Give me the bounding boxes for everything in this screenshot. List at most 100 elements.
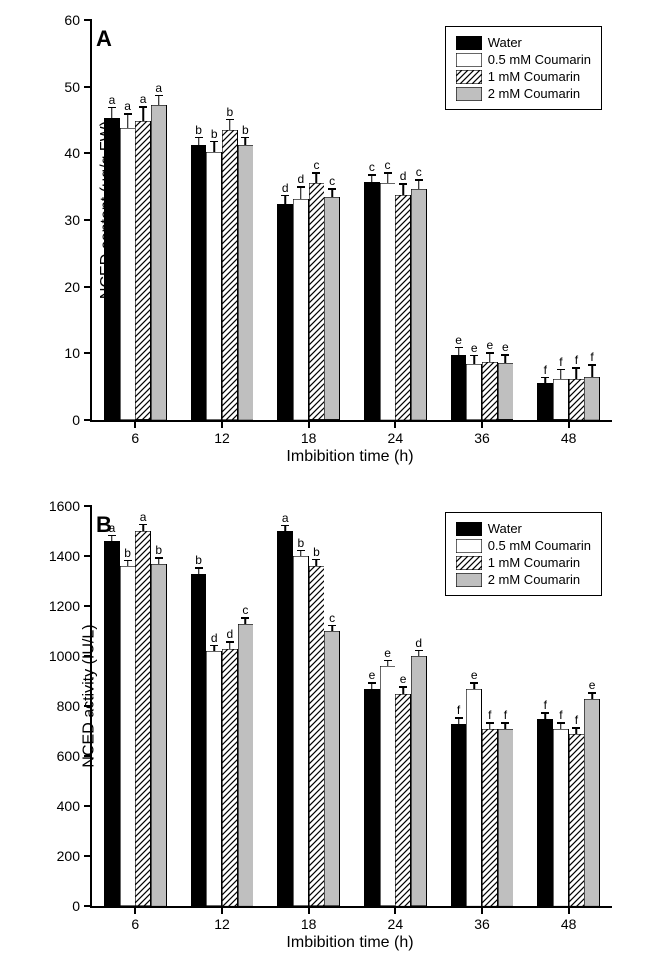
y-tick	[84, 705, 92, 707]
y-tick-label: 200	[57, 848, 80, 864]
bar	[498, 363, 514, 420]
y-tick	[84, 352, 92, 354]
bar	[584, 699, 600, 907]
legend-row: 0.5 mM Coumarin	[456, 538, 591, 553]
sig-label: c	[313, 158, 319, 172]
bar	[277, 204, 293, 420]
y-tick	[84, 505, 92, 507]
legend-row: Water	[456, 521, 591, 536]
error-bar	[489, 352, 491, 362]
bar	[380, 666, 396, 906]
sig-label: f	[504, 708, 507, 722]
sig-label: d	[400, 169, 407, 183]
error-bar	[111, 107, 113, 118]
sig-label: c	[329, 611, 335, 625]
error-cap	[297, 186, 305, 188]
x-tick-label: 24	[388, 916, 404, 932]
error-cap	[124, 560, 132, 562]
sig-label: b	[124, 546, 131, 560]
sig-label: f	[559, 355, 562, 369]
y-tick	[84, 219, 92, 221]
x-tick-label: 36	[474, 430, 490, 446]
bar	[309, 566, 325, 906]
y-tick-label: 1600	[49, 498, 80, 514]
legend-row: 1 mM Coumarin	[456, 69, 591, 84]
bar	[120, 566, 136, 906]
legend-label: 2 mM Coumarin	[488, 572, 580, 587]
error-cap	[486, 352, 494, 354]
y-tick-label: 0	[72, 898, 80, 914]
y-tick	[84, 905, 92, 907]
error-cap	[384, 172, 392, 174]
bar	[293, 556, 309, 906]
y-tick	[84, 655, 92, 657]
sig-label: e	[455, 333, 462, 347]
panel-a-xlabel: Imbibition time (h)	[90, 448, 610, 466]
error-cap	[399, 686, 407, 688]
sig-label: d	[226, 627, 233, 641]
x-tick	[568, 906, 570, 914]
legend-label: Water	[488, 521, 522, 536]
y-tick-label: 0	[72, 412, 80, 428]
bar	[277, 531, 293, 906]
bar	[191, 574, 207, 907]
sig-label: e	[471, 341, 478, 355]
panel-a: A NCED content (μg/g FW) Imbibition time…	[0, 0, 649, 486]
y-tick	[84, 855, 92, 857]
bar	[553, 379, 569, 420]
bar	[104, 118, 120, 420]
y-tick-label: 1200	[49, 598, 80, 614]
error-cap	[455, 717, 463, 719]
error-cap	[312, 172, 320, 174]
panel-b: B NCED activity (IU/L) Imbibition time (…	[0, 486, 649, 972]
legend-swatch	[456, 522, 482, 536]
error-cap	[210, 141, 218, 143]
y-tick-label: 1000	[49, 648, 80, 664]
legend-row: 2 mM Coumarin	[456, 86, 591, 101]
bar	[135, 121, 151, 420]
legend-label: 0.5 mM Coumarin	[488, 52, 591, 67]
sig-label: d	[298, 172, 305, 186]
legend-label: Water	[488, 35, 522, 50]
bar	[553, 729, 569, 907]
sig-label: a	[140, 92, 147, 106]
sig-label: e	[486, 338, 493, 352]
x-tick	[221, 420, 223, 428]
sig-label: b	[211, 127, 218, 141]
y-tick	[84, 805, 92, 807]
error-cap	[226, 119, 234, 121]
error-cap	[312, 559, 320, 561]
bar	[324, 197, 340, 420]
sig-label: a	[155, 81, 162, 95]
sig-label: d	[415, 636, 422, 650]
y-tick-label: 40	[64, 145, 80, 161]
error-cap	[572, 727, 580, 729]
x-tick	[568, 420, 570, 428]
y-tick-label: 20	[64, 279, 80, 295]
bar	[466, 689, 482, 907]
error-cap	[241, 617, 249, 619]
x-tick	[481, 420, 483, 428]
error-bar	[387, 172, 389, 183]
error-bar	[158, 95, 160, 105]
panel-b-plot: 020040060080010001200140016006abab12bddc…	[90, 506, 612, 908]
error-bar	[560, 369, 562, 380]
sig-label: a	[282, 511, 289, 525]
y-tick-label: 50	[64, 79, 80, 95]
error-cap	[328, 188, 336, 190]
y-tick-label: 10	[64, 345, 80, 361]
legend-label: 1 mM Coumarin	[488, 69, 580, 84]
panel-a-plot: 01020304050606aaaa12bbbb18ddcc24ccdc36ee…	[90, 20, 612, 422]
sig-label: b	[195, 123, 202, 137]
figure: A NCED content (μg/g FW) Imbibition time…	[0, 0, 649, 972]
error-cap	[541, 377, 549, 379]
error-bar	[591, 364, 593, 377]
error-cap	[486, 722, 494, 724]
error-cap	[210, 645, 218, 647]
bar	[238, 145, 254, 420]
legend-swatch	[456, 53, 482, 67]
bar	[569, 379, 585, 420]
error-cap	[281, 195, 289, 197]
legend: Water0.5 mM Coumarin1 mM Coumarin2 mM Co…	[445, 512, 602, 596]
sig-label: b	[195, 553, 202, 567]
